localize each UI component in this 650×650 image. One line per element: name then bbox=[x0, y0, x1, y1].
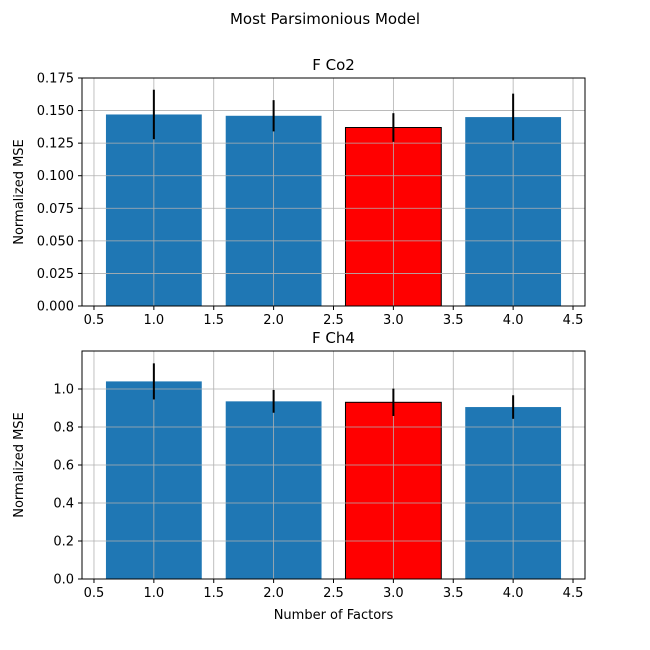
x-tick-label: 1.5 bbox=[203, 313, 224, 328]
x-tick-label: 2.0 bbox=[263, 313, 284, 328]
y-tick-label: 0.075 bbox=[37, 202, 74, 217]
x-tick-label: 0.5 bbox=[84, 313, 105, 328]
y-tick-label: 0.050 bbox=[37, 234, 74, 249]
x-tick-label: 0.5 bbox=[84, 586, 105, 601]
y-tick-label: 0.125 bbox=[37, 137, 74, 152]
x-tick-label: 1.5 bbox=[203, 586, 224, 601]
x-tick-label: 2.5 bbox=[323, 586, 344, 601]
x-tick-label: 1.0 bbox=[144, 313, 165, 328]
x-tick-label: 4.5 bbox=[563, 313, 584, 328]
subplot-1 bbox=[78, 77, 586, 310]
y-tick-label: 0.175 bbox=[37, 72, 74, 87]
y-tick-label: 0.8 bbox=[53, 421, 74, 436]
y-tick-label: 0.6 bbox=[53, 459, 74, 474]
y-tick-label: 0.4 bbox=[53, 497, 74, 512]
subplot-title: F Co2 bbox=[312, 56, 355, 74]
x-tick-label: 3.0 bbox=[383, 313, 404, 328]
x-tick-label: 3.0 bbox=[383, 586, 404, 601]
y-tick-label: 0.100 bbox=[37, 169, 74, 184]
y-tick-label: 0.2 bbox=[53, 535, 74, 550]
x-tick-label: 3.5 bbox=[443, 313, 464, 328]
x-tick-label: 4.0 bbox=[503, 313, 524, 328]
figure-suptitle: Most Parsimonious Model bbox=[229, 10, 421, 28]
x-tick-label: 4.5 bbox=[563, 586, 584, 601]
x-tick-label: 1.0 bbox=[144, 586, 165, 601]
x-tick-label: 2.0 bbox=[263, 586, 284, 601]
y-axis-label: Normalized MSE bbox=[12, 139, 27, 245]
subplot-2 bbox=[78, 350, 586, 583]
subplot-title: F Ch4 bbox=[312, 329, 355, 347]
x-tick-label: 2.5 bbox=[323, 313, 344, 328]
y-tick-label: 0.150 bbox=[37, 104, 74, 119]
y-tick-label: 0.025 bbox=[37, 267, 74, 282]
y-tick-label: 0.0 bbox=[53, 573, 74, 588]
y-tick-label: 0.000 bbox=[37, 300, 74, 315]
y-axis-label: Normalized MSE bbox=[12, 412, 27, 518]
x-tick-label: 3.5 bbox=[443, 586, 464, 601]
x-tick-label: 4.0 bbox=[503, 586, 524, 601]
y-tick-label: 1.0 bbox=[53, 383, 74, 398]
x-axis-label: Number of Factors bbox=[274, 608, 394, 623]
